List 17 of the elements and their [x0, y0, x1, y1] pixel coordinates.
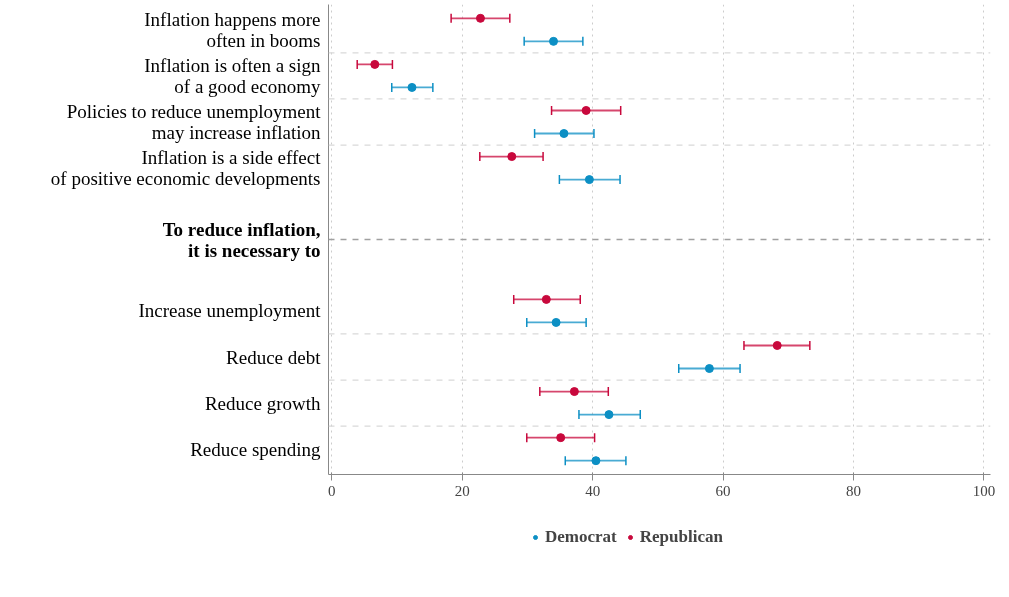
- x-tick-label: 40: [585, 482, 601, 499]
- y-tick-label: Reduce growth: [204, 392, 321, 414]
- x-tick-label: 80: [846, 482, 862, 499]
- y-tick-label: Reduce spending: [190, 438, 321, 460]
- x-tick-label: 0: [328, 482, 336, 499]
- legend-label: Republican: [639, 527, 723, 547]
- x-tick-label: 60: [715, 482, 731, 499]
- legend-label: Democrat: [545, 527, 617, 547]
- y-tick-label: Inflation is often a sign of a good economy: [144, 54, 321, 97]
- x-tick-label: 100: [972, 482, 996, 499]
- y-tick-label: Increase unemployment: [138, 300, 322, 322]
- y-tick-label: Reduce debt: [226, 346, 322, 368]
- y-tick-label: To reduce inflation, it is necessary to: [162, 218, 321, 261]
- y-tick-label: Inflation happens more often in booms: [144, 8, 321, 51]
- x-tick-label: 20: [454, 482, 470, 499]
- y-tick-label: Inflation is a side effect of positive economic developments: [50, 147, 322, 190]
- y-tick-label: Policies to reduce unemployment may increase inflation: [66, 101, 322, 143]
